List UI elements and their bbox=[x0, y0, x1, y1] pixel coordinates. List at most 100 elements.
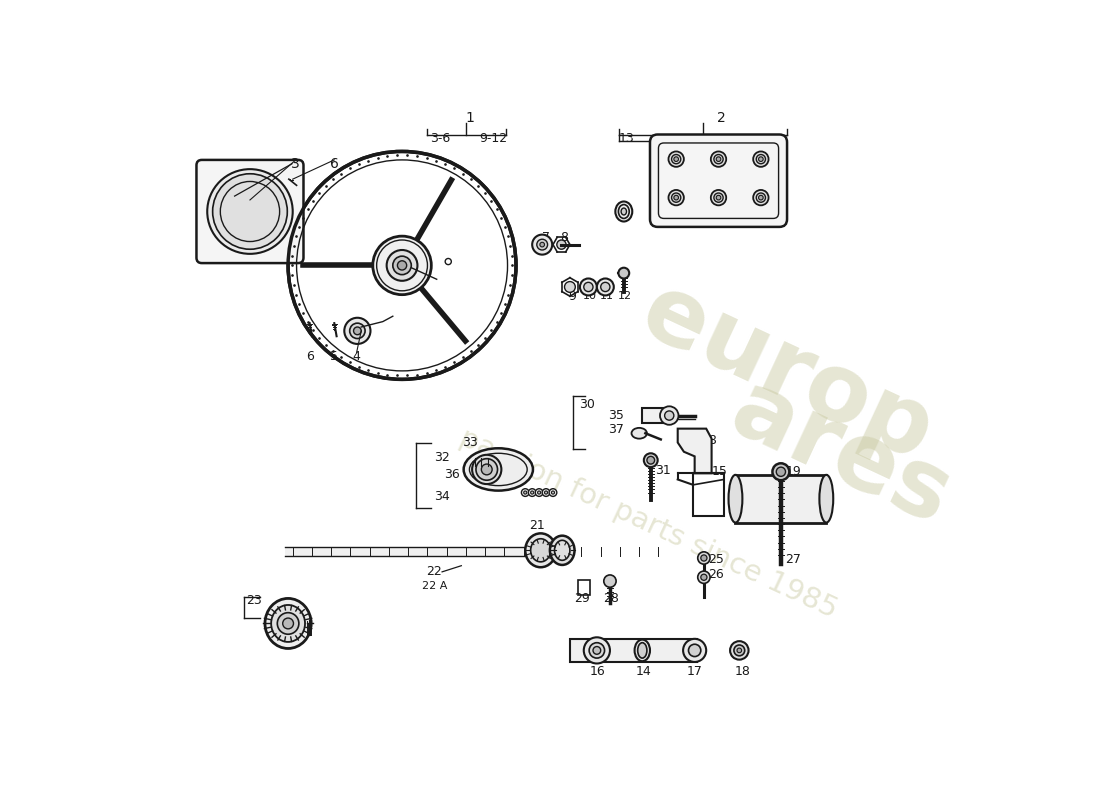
Circle shape bbox=[540, 242, 544, 247]
Circle shape bbox=[476, 458, 497, 480]
Circle shape bbox=[387, 250, 418, 281]
Text: 29: 29 bbox=[574, 591, 590, 605]
Circle shape bbox=[647, 456, 654, 464]
Circle shape bbox=[689, 644, 701, 657]
Text: 16: 16 bbox=[590, 666, 605, 678]
Text: 11: 11 bbox=[600, 291, 614, 301]
Circle shape bbox=[538, 491, 541, 494]
Text: 6: 6 bbox=[306, 350, 313, 362]
Text: 3: 3 bbox=[292, 157, 300, 170]
Bar bbox=[642, 408, 669, 423]
Text: 31: 31 bbox=[654, 465, 670, 478]
Text: 22: 22 bbox=[427, 566, 442, 578]
Circle shape bbox=[530, 491, 533, 494]
Text: 14: 14 bbox=[636, 666, 651, 678]
Circle shape bbox=[549, 489, 557, 496]
Circle shape bbox=[601, 282, 609, 291]
Circle shape bbox=[714, 193, 723, 202]
Circle shape bbox=[353, 327, 361, 334]
Circle shape bbox=[532, 234, 552, 254]
Circle shape bbox=[674, 195, 679, 200]
Ellipse shape bbox=[631, 428, 647, 438]
FancyBboxPatch shape bbox=[197, 160, 304, 263]
Circle shape bbox=[716, 157, 720, 162]
Circle shape bbox=[604, 575, 616, 587]
Circle shape bbox=[674, 157, 679, 162]
Ellipse shape bbox=[638, 642, 647, 658]
Circle shape bbox=[669, 151, 684, 167]
Circle shape bbox=[482, 464, 492, 475]
Text: 22 A: 22 A bbox=[421, 581, 447, 590]
Text: 17: 17 bbox=[686, 666, 703, 678]
Circle shape bbox=[350, 323, 365, 338]
Circle shape bbox=[584, 282, 593, 291]
Ellipse shape bbox=[272, 605, 305, 642]
Circle shape bbox=[564, 282, 575, 292]
Text: 38: 38 bbox=[701, 434, 717, 446]
Circle shape bbox=[714, 154, 723, 164]
Text: 34: 34 bbox=[434, 490, 450, 503]
Circle shape bbox=[557, 240, 566, 250]
Bar bbox=[570, 639, 697, 662]
Text: 1: 1 bbox=[465, 110, 474, 125]
Ellipse shape bbox=[526, 534, 557, 567]
Text: 6: 6 bbox=[330, 157, 339, 170]
Circle shape bbox=[759, 157, 763, 162]
Circle shape bbox=[737, 648, 741, 653]
Circle shape bbox=[757, 154, 766, 164]
Bar bbox=[578, 579, 590, 595]
Circle shape bbox=[671, 193, 681, 202]
Circle shape bbox=[373, 236, 431, 294]
Ellipse shape bbox=[472, 455, 502, 484]
Text: 21: 21 bbox=[529, 519, 544, 532]
Circle shape bbox=[397, 261, 407, 270]
Circle shape bbox=[711, 190, 726, 206]
Text: 8: 8 bbox=[560, 231, 568, 244]
Circle shape bbox=[551, 491, 554, 494]
Circle shape bbox=[777, 467, 785, 476]
Circle shape bbox=[759, 195, 763, 200]
Circle shape bbox=[683, 639, 706, 662]
Text: 35: 35 bbox=[608, 409, 625, 422]
Text: 24: 24 bbox=[271, 602, 287, 614]
Circle shape bbox=[288, 151, 516, 379]
Text: 26: 26 bbox=[708, 569, 724, 582]
Circle shape bbox=[730, 641, 749, 660]
Text: 5: 5 bbox=[330, 350, 339, 362]
Circle shape bbox=[536, 489, 543, 496]
Text: 10: 10 bbox=[583, 291, 597, 301]
Text: 18: 18 bbox=[735, 666, 750, 678]
Circle shape bbox=[344, 318, 371, 344]
Text: 33: 33 bbox=[462, 436, 477, 449]
Circle shape bbox=[754, 151, 769, 167]
Ellipse shape bbox=[212, 174, 287, 250]
Circle shape bbox=[671, 154, 681, 164]
Ellipse shape bbox=[207, 169, 293, 254]
Ellipse shape bbox=[621, 208, 627, 215]
Text: 25: 25 bbox=[708, 553, 725, 566]
Text: 27: 27 bbox=[785, 553, 802, 566]
Bar bbox=[693, 474, 724, 516]
Text: 23: 23 bbox=[246, 594, 262, 607]
FancyBboxPatch shape bbox=[650, 134, 788, 227]
Text: 19: 19 bbox=[785, 466, 801, 478]
Circle shape bbox=[664, 411, 674, 420]
Circle shape bbox=[584, 638, 609, 663]
Text: 36: 36 bbox=[444, 468, 460, 482]
Circle shape bbox=[697, 571, 711, 583]
Circle shape bbox=[754, 190, 769, 206]
Circle shape bbox=[644, 454, 658, 467]
Text: passion for parts since 1985: passion for parts since 1985 bbox=[455, 423, 842, 623]
Circle shape bbox=[701, 574, 707, 580]
Text: ares: ares bbox=[717, 364, 965, 545]
Circle shape bbox=[524, 491, 527, 494]
Ellipse shape bbox=[550, 536, 574, 565]
Circle shape bbox=[542, 489, 550, 496]
Text: 32: 32 bbox=[434, 451, 450, 464]
Circle shape bbox=[283, 618, 294, 629]
Ellipse shape bbox=[820, 475, 834, 522]
Ellipse shape bbox=[464, 448, 534, 490]
Text: 15: 15 bbox=[712, 466, 727, 478]
Circle shape bbox=[593, 646, 601, 654]
Bar bbox=[736, 475, 826, 522]
